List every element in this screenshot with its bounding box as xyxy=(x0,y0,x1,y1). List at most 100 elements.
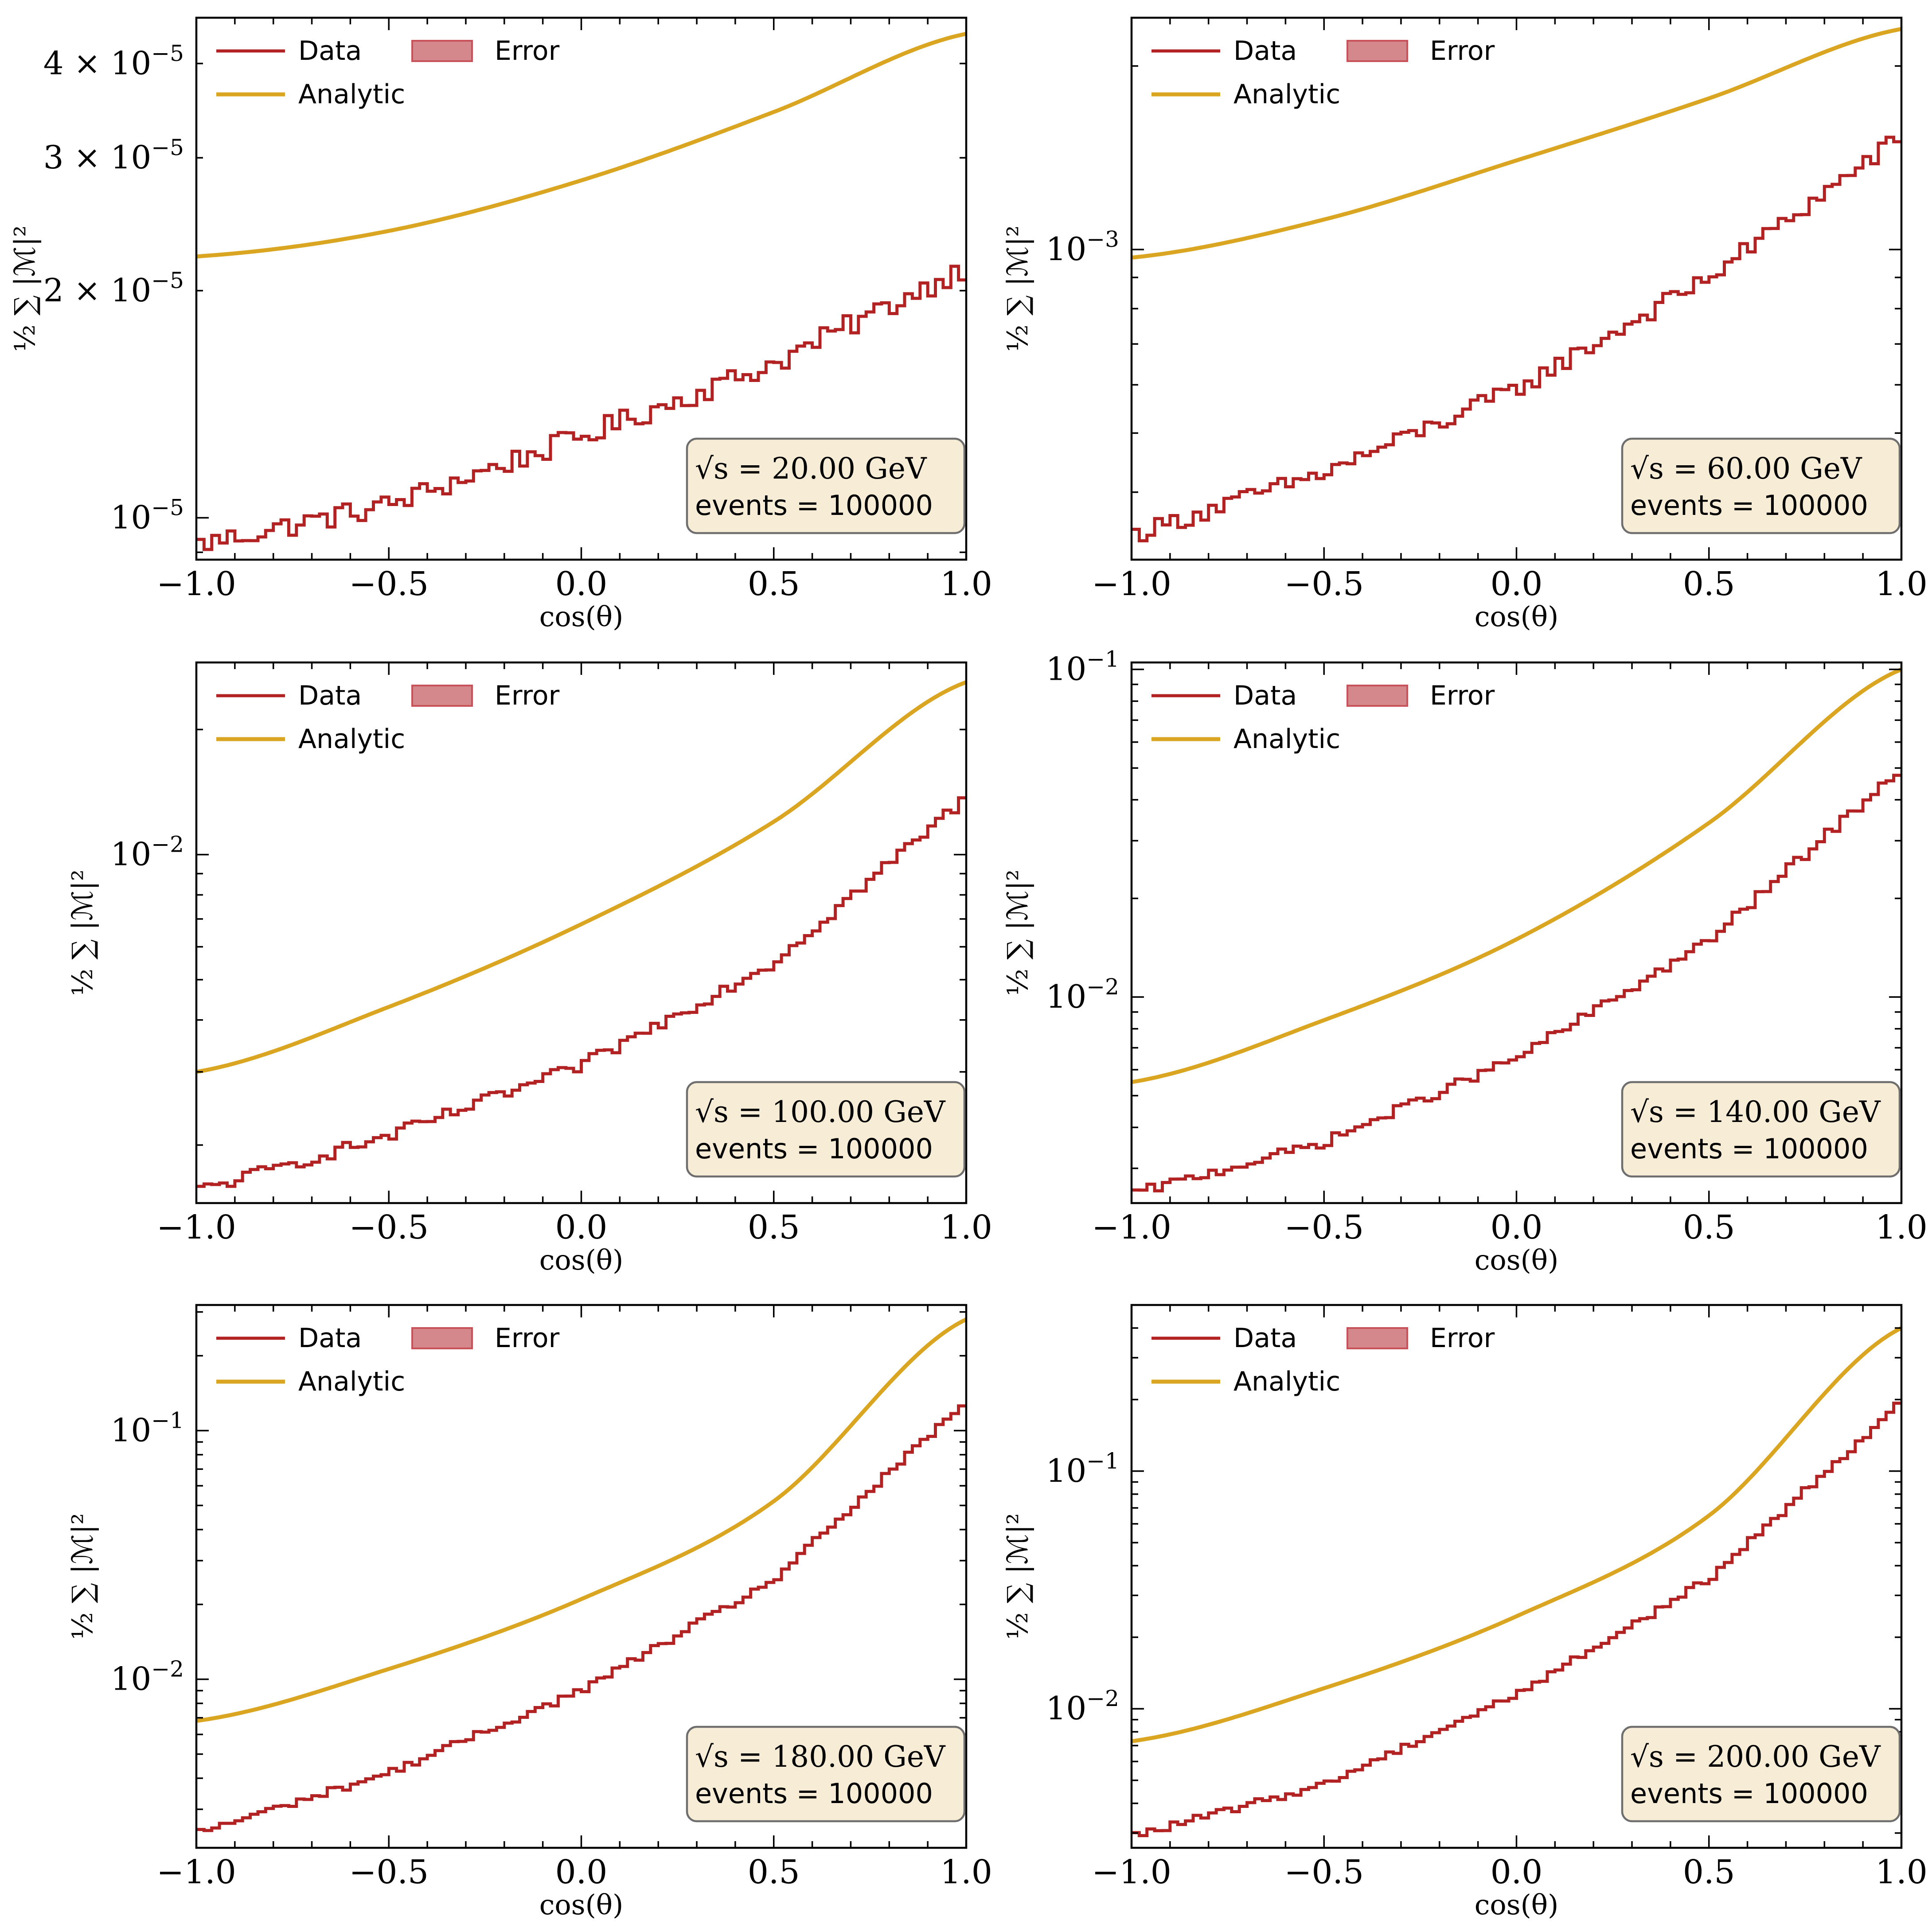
legend-data-label: Data xyxy=(298,1323,362,1354)
x-tick-label: 0.0 xyxy=(1491,1853,1543,1891)
plot-area xyxy=(196,31,966,551)
x-tick-label: −0.5 xyxy=(1284,1208,1364,1246)
y-axis-label: ½ ∑ |ℳ|² xyxy=(9,226,42,352)
legend-error-label: Error xyxy=(1430,680,1495,711)
x-ticks xyxy=(195,18,967,560)
x-tick-label: 1.0 xyxy=(940,1853,992,1891)
x-ticks xyxy=(1131,1305,1902,1848)
x-tick-label: 0.0 xyxy=(555,565,608,603)
legend-error-swatch xyxy=(411,685,473,707)
panel-5: −1.0 −0.5 0.0 0.5 1.0 10−2 10−1 cos(θ) ½ ∑ |ℳ|² D… xyxy=(66,1304,992,1921)
x-tick-label: 0.0 xyxy=(555,1208,608,1246)
info-events-label: events = 100000 xyxy=(1630,1133,1868,1165)
info-energy-label: √s = 20.00 GeV xyxy=(695,452,927,486)
legend: Data Analytic Error xyxy=(1151,1323,1495,1397)
legend-analytic-label: Analytic xyxy=(298,79,405,110)
legend: Data Analytic Error xyxy=(1151,35,1495,110)
plot-area xyxy=(1132,1326,1901,1837)
x-tick-label: 0.5 xyxy=(748,1208,800,1246)
legend-analytic-label: Analytic xyxy=(298,1366,405,1397)
analytic-curve xyxy=(1132,1326,1901,1743)
x-tick-label: −0.5 xyxy=(349,1853,429,1891)
info-box-frame xyxy=(1621,1081,1901,1178)
legend-error-label: Error xyxy=(495,1323,560,1354)
info-energy-label: √s = 180.00 GeV xyxy=(695,1740,946,1774)
y-tick-label: 2 × 10−5 xyxy=(43,268,184,309)
legend-data-label: Data xyxy=(298,680,362,711)
info-box-frame xyxy=(686,1726,966,1823)
x-tick-label: −0.5 xyxy=(349,565,429,603)
x-axis-label: cos(θ) xyxy=(539,1889,624,1921)
plot-area xyxy=(1132,667,1901,1192)
legend-error-swatch xyxy=(411,40,473,62)
plot-area xyxy=(196,1317,966,1832)
y-axis-label: ½ ∑ |ℳ|² xyxy=(66,869,99,996)
data-histogram-line xyxy=(1132,136,1901,542)
x-ticks xyxy=(1131,18,1902,560)
x-ticks xyxy=(195,662,967,1203)
legend-error-swatch xyxy=(1347,40,1408,62)
x-tick-label: 0.5 xyxy=(748,1853,800,1891)
x-axis-label: cos(θ) xyxy=(539,600,624,633)
info-events-label: events = 100000 xyxy=(1630,489,1868,522)
analytic-curve xyxy=(1132,667,1901,1084)
info-events-label: events = 100000 xyxy=(695,1133,933,1165)
x-tick-label: −1.0 xyxy=(156,1208,236,1246)
plot-area xyxy=(1132,27,1901,542)
legend-error-label: Error xyxy=(495,35,560,66)
info-box-frame xyxy=(686,1081,966,1178)
y-tick-label: 10−2 xyxy=(111,1656,184,1698)
x-ticks xyxy=(195,1305,967,1848)
info-energy-label: √s = 140.00 GeV xyxy=(1630,1095,1881,1129)
x-tick-label: −0.5 xyxy=(349,1208,429,1246)
data-histogram-line xyxy=(196,1404,966,1832)
panel-4: −1.0 −0.5 0.0 0.5 1.0 10−2 10−1 cos(θ) ½ ∑ |ℳ|² D… xyxy=(1002,647,1928,1276)
x-tick-label: 0.5 xyxy=(1683,1208,1735,1246)
info-events-label: events = 100000 xyxy=(1630,1777,1868,1810)
x-tick-label: 1.0 xyxy=(1875,1208,1928,1246)
x-tick-label: 0.5 xyxy=(1683,1853,1735,1891)
x-tick-label: −1.0 xyxy=(1092,565,1171,603)
y-axis-label: ½ ∑ |ℳ|² xyxy=(1002,1513,1034,1640)
info-energy-label: √s = 100.00 GeV xyxy=(695,1095,946,1129)
x-tick-label: −1.0 xyxy=(1092,1853,1171,1891)
panel-1: −1.0 −0.5 0.0 0.5 1.0 10−5 2 × 10−5 3 × 10−5 4 ×… xyxy=(9,16,992,633)
x-tick-label: −0.5 xyxy=(1284,565,1364,603)
y-axis-label: ½ ∑ |ℳ|² xyxy=(1002,869,1034,996)
x-tick-label: 1.0 xyxy=(940,565,992,603)
data-histogram-line xyxy=(196,265,966,551)
y-tick-label: 10−3 xyxy=(1046,226,1119,268)
y-tick-label: 4 × 10−5 xyxy=(43,40,184,82)
legend: Data Analytic Error xyxy=(216,680,560,755)
info-box: √s = 140.00 GeV events = 100000 xyxy=(1621,1081,1901,1178)
legend-data-label: Data xyxy=(1233,680,1297,711)
y-tick-label: 10−1 xyxy=(1046,647,1119,688)
info-box-frame xyxy=(686,437,966,534)
legend-data-label: Data xyxy=(298,35,362,66)
x-tick-label: −1.0 xyxy=(156,565,236,603)
x-tick-label: −0.5 xyxy=(1284,1853,1364,1891)
legend-analytic-label: Analytic xyxy=(1233,1366,1340,1397)
panel-2: −1.0 −0.5 0.0 0.5 1.0 10−3 cos(θ) ½ ∑ |ℳ|² Data A… xyxy=(1002,16,1928,633)
info-box-frame xyxy=(1621,437,1901,534)
plot-area xyxy=(196,680,966,1188)
x-tick-label: 0.0 xyxy=(555,1853,608,1891)
legend: Data Analytic Error xyxy=(216,35,560,110)
data-histogram-line xyxy=(196,796,966,1188)
y-axis-label: ½ ∑ |ℳ|² xyxy=(1002,226,1034,352)
legend-error-label: Error xyxy=(495,680,560,711)
data-histogram-line xyxy=(1132,774,1901,1192)
x-axis-label: cos(θ) xyxy=(539,1244,624,1276)
info-energy-label: √s = 200.00 GeV xyxy=(1630,1740,1881,1774)
y-ticks xyxy=(196,728,966,1146)
panel-6: −1.0 −0.5 0.0 0.5 1.0 10−2 10−1 cos(θ) ½ ∑ |ℳ|² D… xyxy=(1002,1304,1928,1921)
x-tick-label: −1.0 xyxy=(156,1853,236,1891)
y-tick-label: 10−2 xyxy=(1046,1686,1119,1727)
x-tick-label: 0.0 xyxy=(1491,1208,1543,1246)
legend-error-label: Error xyxy=(1430,1323,1495,1354)
y-tick-label: 10−1 xyxy=(1046,1448,1119,1489)
y-tick-label: 10−1 xyxy=(111,1407,184,1449)
